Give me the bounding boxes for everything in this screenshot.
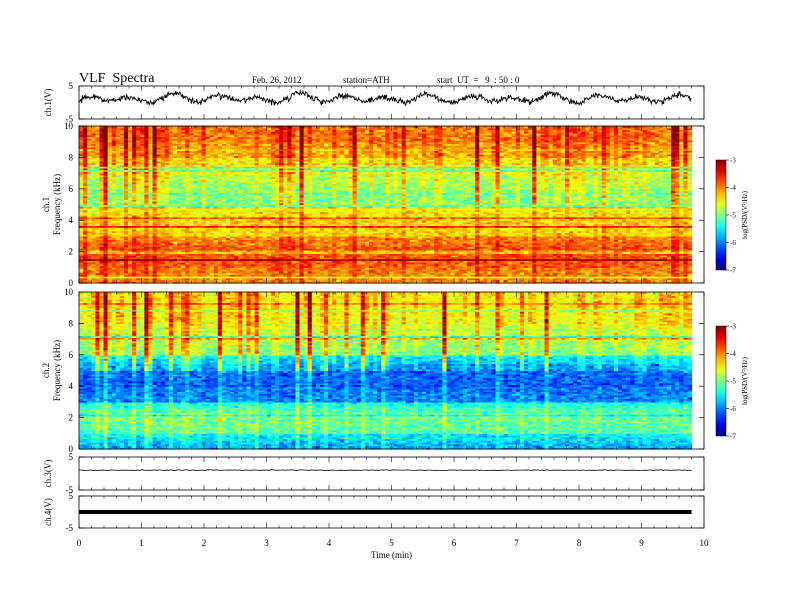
chart-canvas: 5-5ch.1(V)0246810ch.1 Frequency (kHz)-3-4… <box>0 0 792 612</box>
panel-ch1-waveform: 5-5ch.1(V) <box>43 81 704 124</box>
ch1-waveform-trace <box>79 91 692 105</box>
ch1-spectrogram-cells <box>79 126 692 284</box>
ch1-waveform-ylabel: ch.1(V) <box>43 89 53 117</box>
ch1-waveform-xticks <box>79 86 704 119</box>
vlf-spectra-figure: VLF Spectra Feb. 26, 2012 station=ATH st… <box>0 0 792 612</box>
ch1-waveform-ytick-label: 5 <box>69 81 74 91</box>
